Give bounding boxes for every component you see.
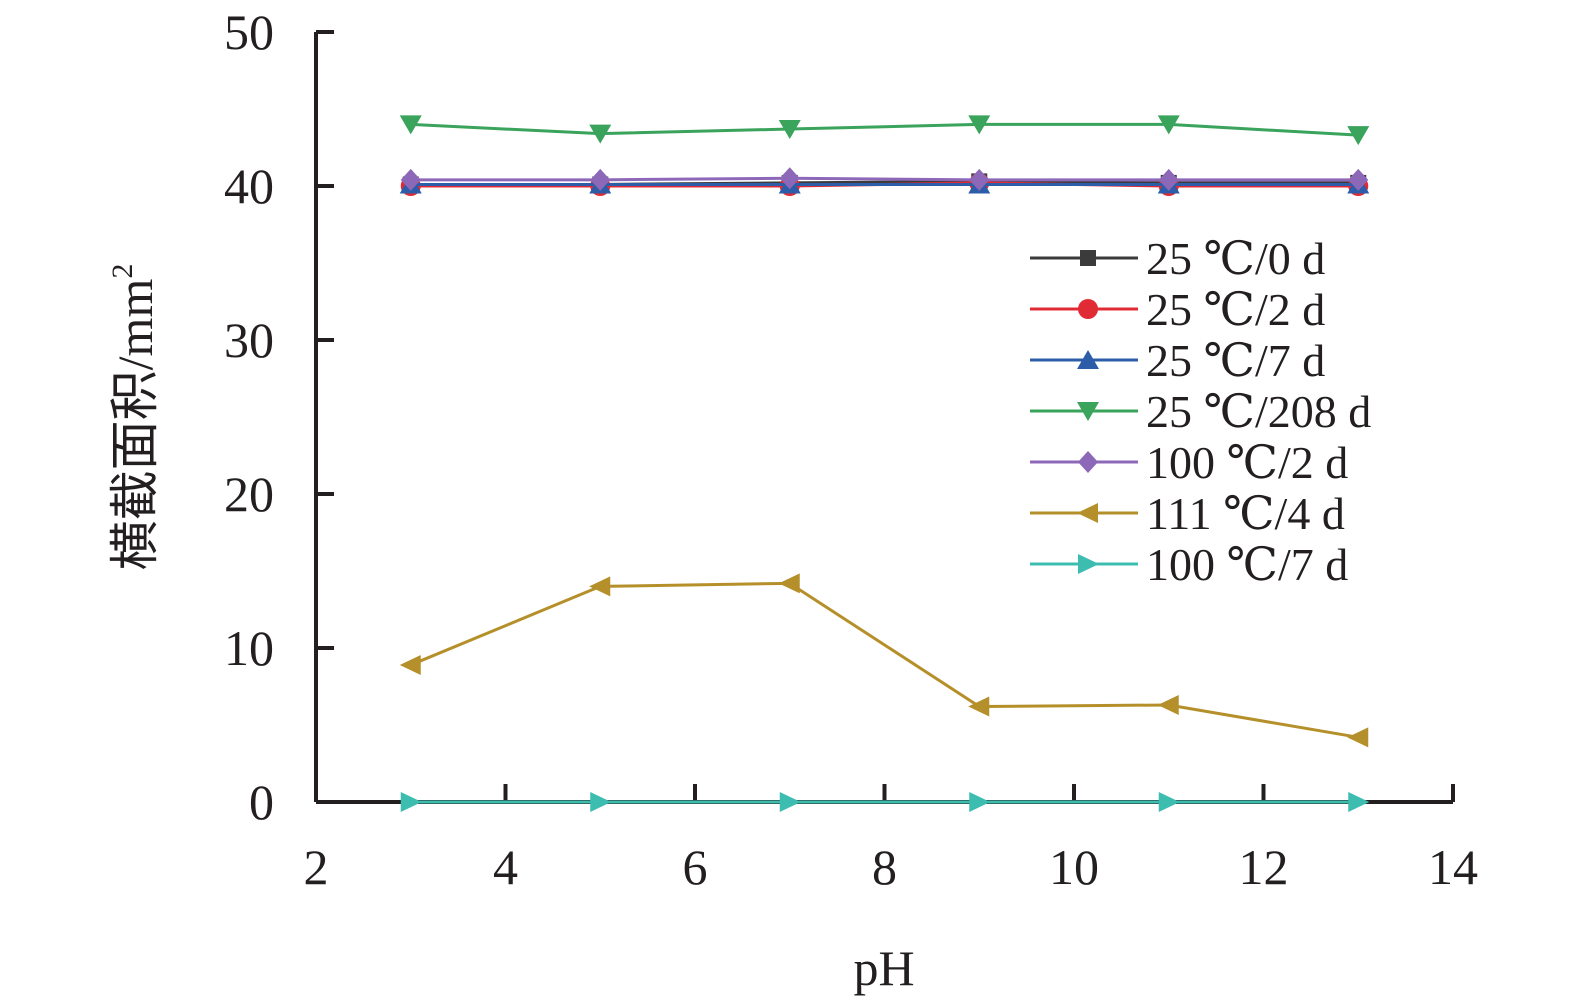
data-point [1158,168,1179,191]
x-tick-label: 2 [304,839,329,895]
y-tick-label: 30 [224,312,274,368]
legend-item: 25 ℃/208 d [1030,386,1371,437]
data-point [1347,126,1370,146]
data-point [589,124,612,144]
data-point [778,120,801,140]
legend-label: 111 ℃/4 d [1146,488,1345,539]
legend-label: 25 ℃/0 d [1146,233,1325,284]
x-tick-label: 6 [683,839,708,895]
data-point [400,168,421,191]
data-point [1158,792,1180,812]
x-tick-label: 12 [1239,839,1289,895]
axes: 2 4 6 8 10 12 14 0 10 20 30 40 50 [224,4,1478,895]
data-point [400,792,422,812]
legend-item: 100 ℃/7 d [1030,539,1348,590]
legend-item: 25 ℃/7 d [1030,335,1325,386]
legend-item: 25 ℃/2 d [1030,284,1325,335]
legend-marker [1078,554,1099,574]
y-tick-label: 0 [249,774,274,830]
data-point [968,696,990,717]
series-line [410,122,1359,137]
y-tick-label: 50 [224,4,274,60]
legend-label: 25 ℃/208 d [1146,386,1371,437]
y-tick-label: 10 [224,620,274,676]
data-point [1348,792,1370,812]
legend-marker [1080,250,1096,266]
legend-item: 25 ℃/0 d [1030,233,1325,284]
series-group [399,573,1369,748]
series-layer [399,115,1370,812]
data-point [590,168,611,191]
data-point [589,576,611,597]
series-group [400,792,1370,812]
legend-marker [1077,503,1098,523]
data-point [779,792,801,812]
data-point [399,115,422,135]
data-point [969,792,991,812]
data-point [969,168,990,191]
y-axis-title-main: 横截面积/mm [107,279,163,571]
x-tick-label: 8 [872,839,897,895]
x-tick-label: 4 [493,839,518,895]
series-line [410,176,1359,182]
data-point [968,115,991,135]
legend-item: 111 ℃/4 d [1030,488,1345,539]
data-point [399,654,421,675]
legend-marker [1078,299,1098,319]
legend-label: 25 ℃/7 d [1146,335,1325,386]
legend-item: 100 ℃/2 d [1030,437,1348,488]
y-tick-label: 40 [224,158,274,214]
y-axis-title-sup: 2 [106,264,139,279]
x-tick-label: 10 [1049,839,1099,895]
series-line [410,581,1359,739]
legend-label: 100 ℃/2 d [1146,437,1348,488]
data-point [779,167,800,190]
legend-marker [1077,402,1099,421]
series-group [399,174,1370,194]
data-point [1157,115,1180,135]
data-point [778,573,800,594]
series-group [399,115,1370,146]
x-ticks: 2 4 6 8 10 12 14 [304,784,1478,895]
legend-label: 25 ℃/2 d [1146,284,1325,335]
legend-marker [1077,350,1099,369]
data-point [1157,694,1179,715]
x-axis-title: pH [853,940,914,996]
y-axis-title: 横截面积/mm2 [106,264,163,571]
series-group [400,167,1369,191]
legend-label: 100 ℃/7 d [1146,539,1348,590]
data-point [590,792,612,812]
legend-marker [1078,451,1098,473]
data-point [1347,727,1369,748]
y-tick-label: 20 [224,466,274,522]
x-tick-label: 14 [1428,839,1478,895]
y-ticks: 0 10 20 30 40 50 [224,4,334,830]
series-group [402,173,1367,193]
data-point [1348,168,1369,191]
